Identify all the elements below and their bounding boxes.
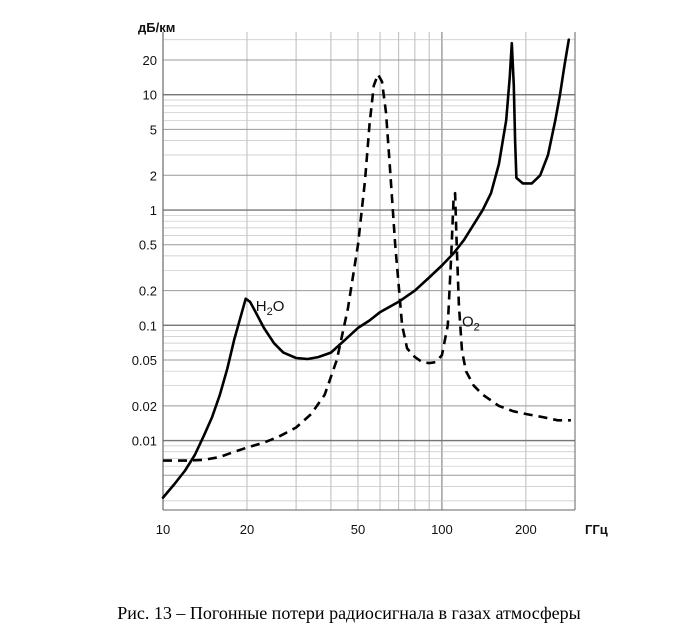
chart: 0.01 0.02 0.05 0.1 0.2 0.5 1 2 5 10 20 10 20 50 100 200… <box>132 20 608 537</box>
x-axis-unit: ГГц <box>585 522 608 537</box>
y-tick-label: 0.01 <box>132 434 157 449</box>
y-tick-label: 0.05 <box>132 353 157 368</box>
series-label-o2: O2 <box>462 314 480 334</box>
y-tick-label: 0.5 <box>139 238 157 253</box>
x-tick-label: 200 <box>515 522 537 537</box>
series-labels: H2O O2 <box>256 298 480 334</box>
grid <box>162 32 576 511</box>
y-axis-unit: дБ/км <box>138 20 175 35</box>
figure-caption: Рис. 13 – Погонные потери радиосигнала в… <box>117 603 581 623</box>
y-tick-label: 20 <box>143 53 157 68</box>
y-tick-label: 0.1 <box>139 318 157 333</box>
series <box>161 38 571 499</box>
y-tick-label: 10 <box>143 88 157 103</box>
y-tick-label: 2 <box>150 168 157 183</box>
y-tick-label: 0.2 <box>139 284 157 299</box>
x-tick-label: 10 <box>156 522 170 537</box>
x-tick-label: 20 <box>240 522 254 537</box>
y-tick-label: 0.02 <box>132 399 157 414</box>
y-tick-label: 5 <box>150 122 157 137</box>
series-h2o-line <box>161 38 571 499</box>
tick-labels: 0.01 0.02 0.05 0.1 0.2 0.5 1 2 5 10 20 10 20 50 100 200 <box>132 53 537 537</box>
x-tick-label: 100 <box>431 522 453 537</box>
series-o2-line <box>163 73 571 462</box>
series-label-h2o: H2O <box>256 298 285 318</box>
x-tick-label: 50 <box>351 522 365 537</box>
y-tick-label: 1 <box>150 203 157 218</box>
